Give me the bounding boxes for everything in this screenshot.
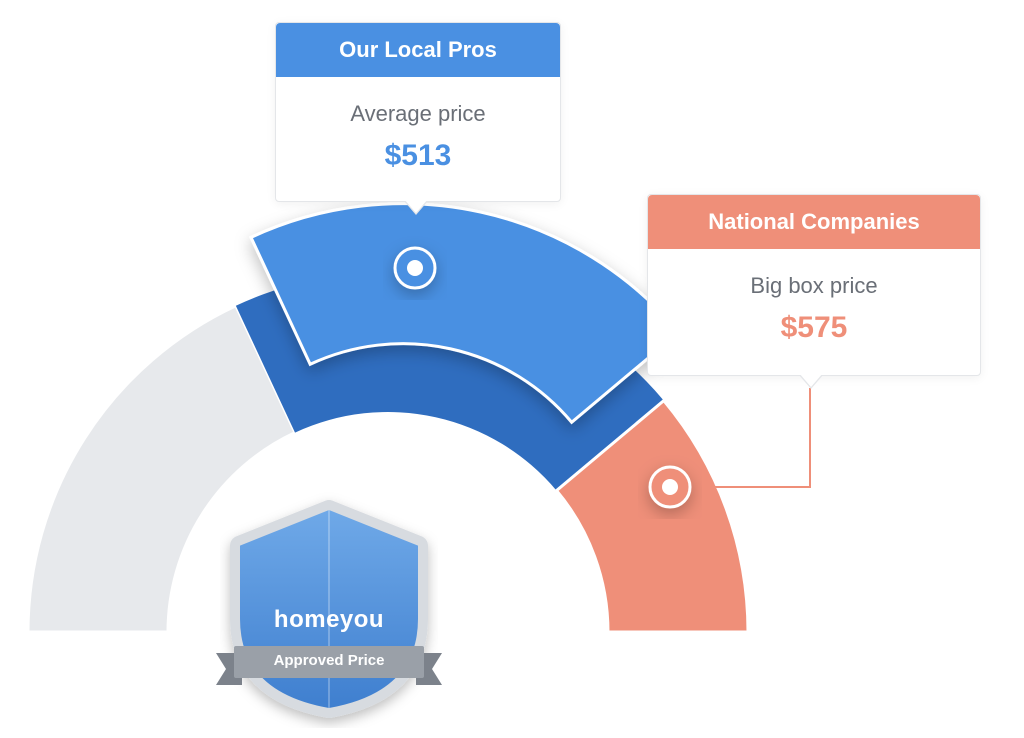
callout-national-price: $575 <box>658 311 970 345</box>
callout-local-header: Our Local Pros <box>276 23 560 77</box>
badge-ribbon-label: Approved Price <box>216 652 442 669</box>
callout-national-subtitle: Big box price <box>658 273 970 299</box>
stage: Our Local Pros Average price $513 Nation… <box>0 0 1024 738</box>
badge-brand: homeyou <box>274 606 384 634</box>
callout-national: National Companies Big box price $575 <box>647 194 981 376</box>
callout-local-subtitle: Average price <box>286 101 550 127</box>
badge-ribbon: Approved Price <box>216 646 442 692</box>
callout-local: Our Local Pros Average price $513 <box>275 22 561 202</box>
callout-national-header: National Companies <box>648 195 980 249</box>
callout-local-price: $513 <box>286 139 550 173</box>
approved-price-badge: homeyou Approved Price <box>216 490 442 692</box>
